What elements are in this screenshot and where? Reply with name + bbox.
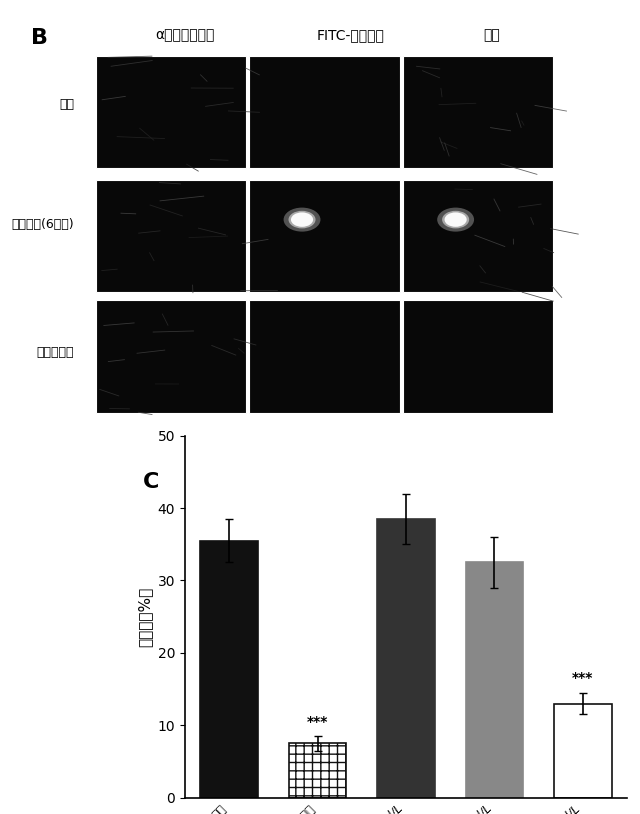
Bar (289, 743, 346, 798)
Text: B: B (31, 28, 48, 48)
Text: αチューブリン: αチューブリン (155, 28, 214, 42)
Text: ペプチド(6時間): ペプチド(6時間) (12, 218, 74, 231)
Text: ***: *** (572, 672, 594, 685)
Circle shape (291, 212, 313, 227)
Text: C: C (143, 472, 159, 492)
Circle shape (289, 211, 316, 229)
Circle shape (442, 211, 469, 229)
Bar (200, 540, 258, 798)
Y-axis label: 生細胞（%）: 生細胞（%） (137, 587, 152, 647)
Circle shape (437, 208, 474, 232)
Text: FITC-ペプチド: FITC-ペプチド (317, 28, 385, 42)
Text: 混合: 混合 (484, 28, 500, 42)
Text: コルヒチン: コルヒチン (36, 346, 74, 359)
Bar (554, 703, 612, 798)
Text: ***: *** (307, 715, 328, 729)
Circle shape (445, 212, 467, 227)
Bar (377, 519, 435, 798)
Bar (466, 562, 524, 798)
Text: 対照: 対照 (60, 98, 74, 111)
Circle shape (284, 208, 321, 232)
